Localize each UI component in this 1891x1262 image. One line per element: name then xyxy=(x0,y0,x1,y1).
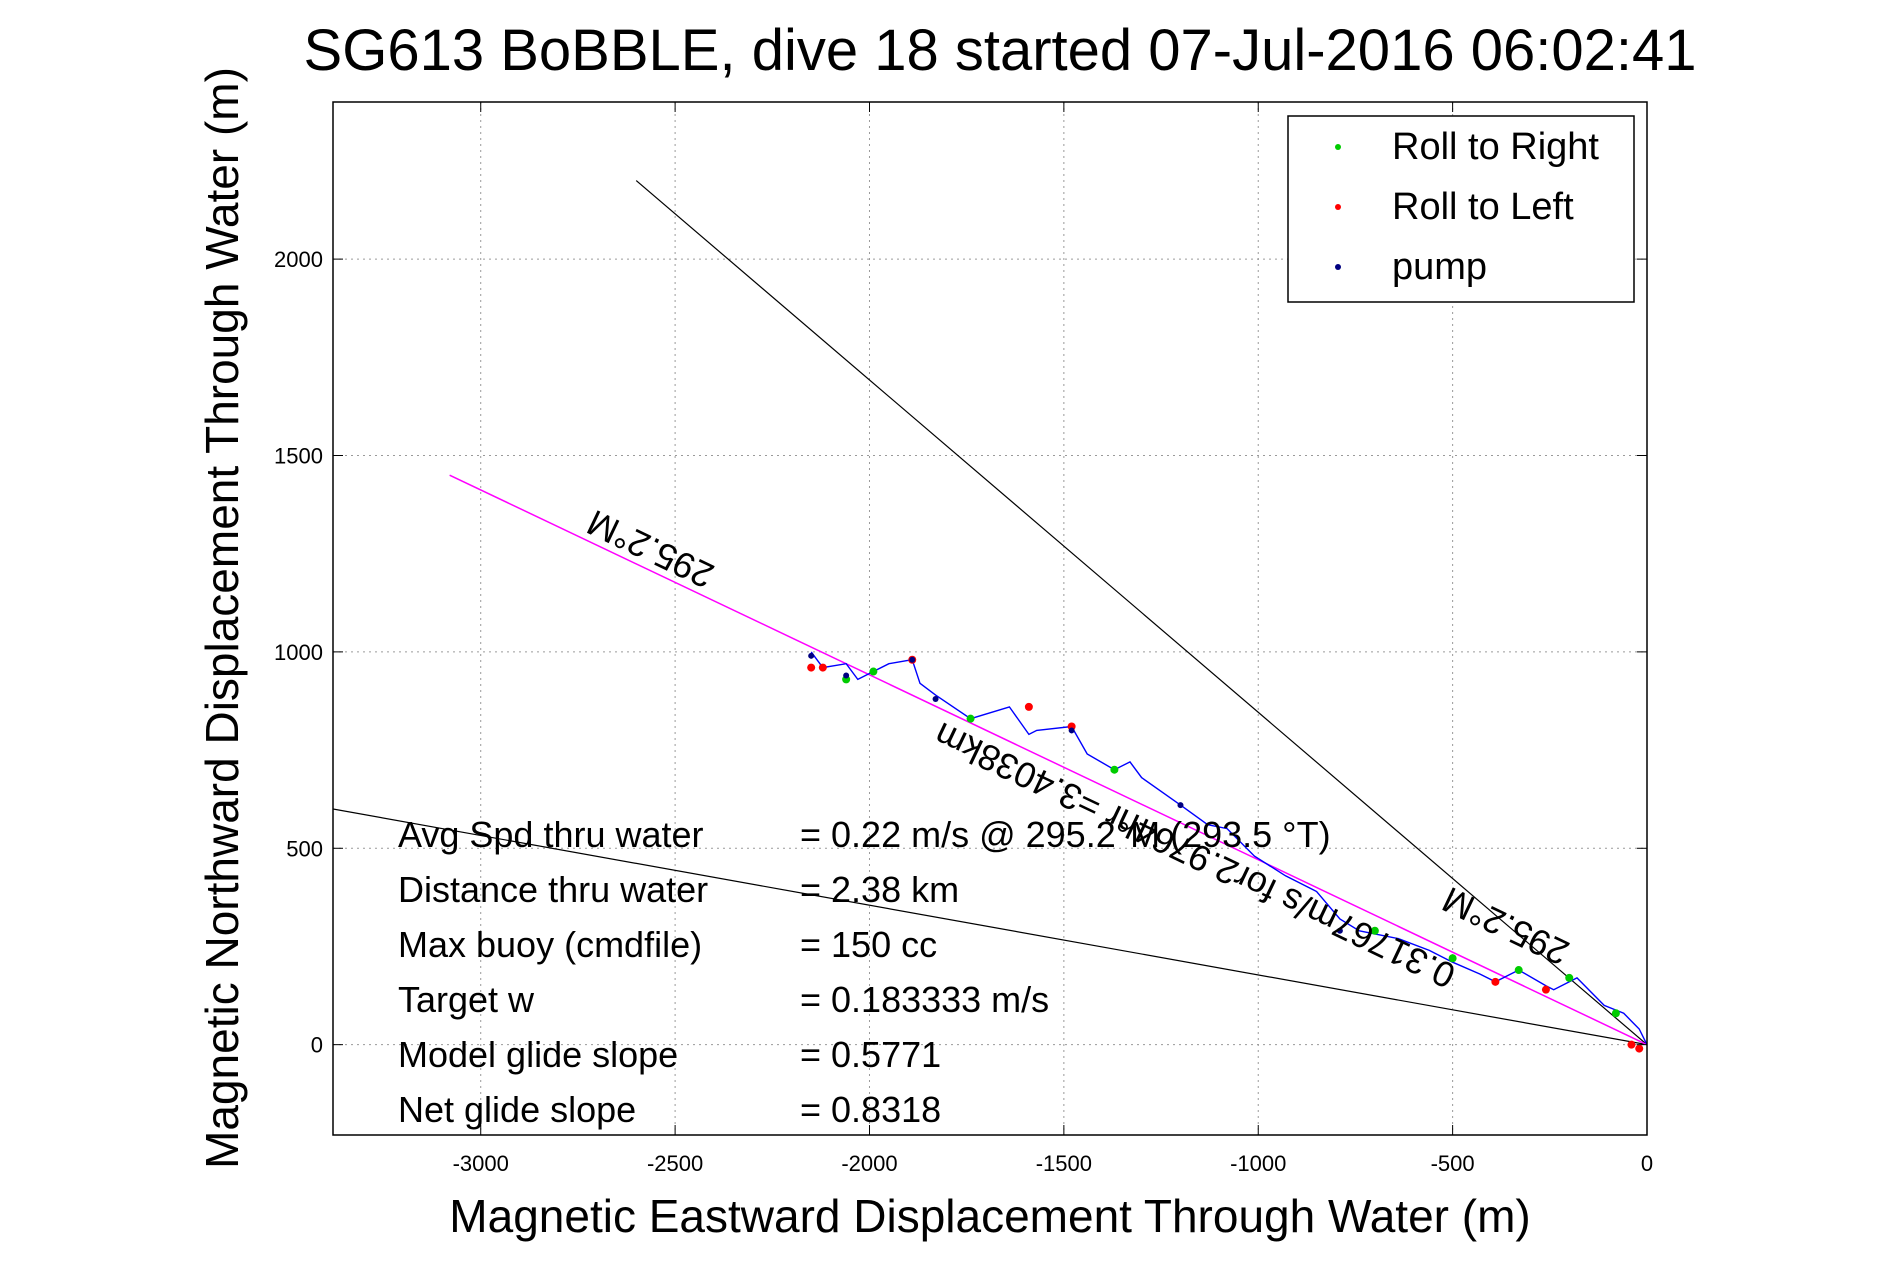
pump-point-4 xyxy=(1068,727,1075,734)
y-tick-label-2: 1000 xyxy=(274,640,323,665)
y-tick-label-3: 1500 xyxy=(274,443,323,468)
x-tick-label-5: -500 xyxy=(1431,1151,1475,1176)
pump-point-3 xyxy=(932,696,939,703)
heading-line xyxy=(449,474,1648,1046)
x-axis-label: Magnetic Eastward Displacement Through W… xyxy=(449,1190,1530,1242)
roll-right-point-8 xyxy=(1611,1009,1620,1018)
x-tick-label-4: -1000 xyxy=(1230,1151,1286,1176)
legend-label-1: Roll to Left xyxy=(1392,186,1574,228)
bounding-line-1 xyxy=(333,808,1647,1046)
roll-right-point-1 xyxy=(869,667,878,676)
stat-label-1: Distance thru water xyxy=(398,869,708,910)
heading-line-path xyxy=(449,474,1648,1046)
stat-label-3: Target w xyxy=(398,979,535,1020)
legend-marker-0 xyxy=(1335,144,1341,150)
chart-title: SG613 BoBBLE, dive 18 started 07-Jul-201… xyxy=(304,18,1697,83)
stat-value-2: = 150 cc xyxy=(800,924,937,965)
pump-point-1 xyxy=(843,672,850,679)
legend-marker-1 xyxy=(1335,204,1341,210)
stat-label-0: Avg Spd thru water xyxy=(398,814,704,855)
stat-value-5: = 0.8318 xyxy=(800,1089,941,1130)
y-axis-label: Magnetic Northward Displacement Through … xyxy=(196,67,248,1169)
roll-right-point-5 xyxy=(1448,954,1457,963)
stat-value-1: = 2.38 km xyxy=(800,869,959,910)
y-tick-label-4: 2000 xyxy=(274,247,323,272)
bounding-lines xyxy=(333,180,1647,1046)
pump-point-0 xyxy=(808,652,815,659)
bounding-line-0 xyxy=(635,180,1647,1046)
legend-label-0: Roll to Right xyxy=(1392,126,1599,168)
plot-frame xyxy=(332,101,1648,1136)
pump-point-2 xyxy=(909,656,916,663)
legend-marker-2 xyxy=(1335,264,1341,270)
legend-box xyxy=(1287,115,1635,303)
dive-track xyxy=(810,651,1648,1046)
x-tick-label-1: -2500 xyxy=(647,1151,703,1176)
track-line xyxy=(810,651,1648,1046)
roll-left-point-0 xyxy=(807,663,816,672)
stat-value-3: = 0.183333 m/s xyxy=(800,979,1049,1020)
legend-label-2: pump xyxy=(1392,246,1487,288)
pump-point-6 xyxy=(1336,927,1343,934)
y-tick-label-1: 500 xyxy=(286,836,323,861)
roll-right-point-6 xyxy=(1514,966,1523,975)
x-tick-label-6: 0 xyxy=(1641,1151,1653,1176)
roll-left-point-1 xyxy=(818,663,827,672)
x-tick-label-2: -2000 xyxy=(841,1151,897,1176)
stat-label-5: Net glide slope xyxy=(398,1089,636,1130)
roll-left-point-6 xyxy=(1541,985,1550,994)
roll-right-point-3 xyxy=(1110,765,1119,774)
roll-right-point-7 xyxy=(1565,973,1574,982)
roll-left-point-7 xyxy=(1627,1040,1636,1049)
y-tick-label-0: 0 xyxy=(311,1033,323,1058)
roll-right-point-2 xyxy=(966,714,975,723)
stat-value-4: = 0.5771 xyxy=(800,1034,941,1075)
y-axis-ticks: 0 500 1000 1500 2000 xyxy=(274,247,1647,1058)
roll-left-point-3 xyxy=(1024,702,1033,711)
legend: Roll to Right Roll to Left pump xyxy=(1287,115,1635,303)
dive-statistics: Avg Spd thru water = 0.22 m/s @ 295.2°M (… xyxy=(398,814,1331,1130)
pump-point-5 xyxy=(1177,802,1184,809)
event-points xyxy=(807,652,1644,1053)
stat-value-0: = 0.22 m/s @ 295.2°M (293.5 °T) xyxy=(800,814,1331,855)
roll-left-point-5 xyxy=(1491,977,1500,986)
x-tick-label-3: -1500 xyxy=(1036,1151,1092,1176)
stat-label-2: Max buoy (cmdfile) xyxy=(398,924,702,965)
stat-label-4: Model glide slope xyxy=(398,1034,678,1075)
roll-right-point-4 xyxy=(1370,926,1379,935)
x-axis-ticks: -3000 -2500 -2000 -1500 -1000 -500 0 xyxy=(453,102,1653,1176)
x-tick-label-0: -3000 xyxy=(453,1151,509,1176)
roll-left-point-8 xyxy=(1635,1044,1644,1053)
